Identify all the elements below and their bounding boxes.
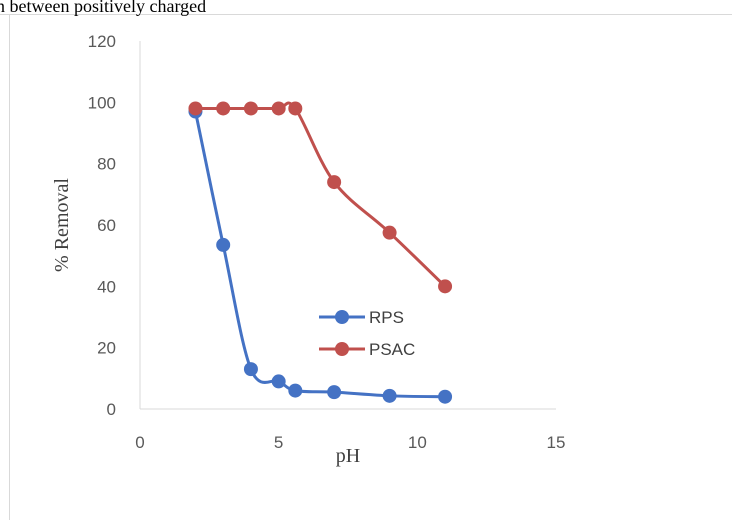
y-tick-labels: 0 20 40 60 80 100 120 bbox=[88, 32, 116, 419]
y-tick-label: 120 bbox=[88, 32, 116, 51]
data-point-psac bbox=[188, 101, 203, 116]
data-point-psac bbox=[327, 175, 342, 190]
data-point-psac bbox=[382, 225, 397, 240]
data-point-rps bbox=[288, 383, 303, 398]
legend: RPS PSAC bbox=[319, 308, 415, 359]
y-tick-label: 20 bbox=[97, 339, 116, 358]
x-tick-label: 15 bbox=[547, 433, 566, 452]
data-point-rps bbox=[327, 385, 342, 400]
data-point-rps bbox=[243, 362, 258, 377]
data-point-psac bbox=[288, 101, 303, 116]
legend-marker-psac bbox=[335, 342, 349, 356]
series-line-psac bbox=[195, 101, 447, 288]
y-tick-label: 40 bbox=[97, 277, 116, 296]
y-tick-label: 100 bbox=[88, 93, 116, 112]
data-point-psac bbox=[216, 101, 231, 116]
data-point-psac bbox=[438, 279, 453, 294]
legend-marker-rps bbox=[335, 310, 349, 324]
y-tick-label: 80 bbox=[97, 155, 116, 174]
x-axis-title: pH bbox=[336, 445, 360, 467]
series-layer bbox=[188, 101, 453, 404]
legend-label-rps: RPS bbox=[369, 308, 404, 327]
data-point-rps bbox=[271, 374, 286, 389]
data-point-rps bbox=[382, 388, 397, 403]
x-tick-label: 10 bbox=[408, 433, 427, 452]
data-point-rps bbox=[216, 237, 231, 252]
y-tick-label: 0 bbox=[107, 400, 116, 419]
legend-label-psac: PSAC bbox=[369, 340, 415, 359]
x-tick-labels: 0 5 10 15 bbox=[135, 433, 565, 452]
x-tick-label: 5 bbox=[274, 433, 283, 452]
x-tick-label: 0 bbox=[135, 433, 144, 452]
y-axis-title: % Removal bbox=[51, 178, 73, 272]
data-point-rps bbox=[438, 389, 453, 404]
y-tick-label: 60 bbox=[97, 216, 116, 235]
data-point-psac bbox=[243, 101, 258, 116]
data-point-psac bbox=[271, 101, 286, 116]
page-text-fragment: n between positively charged bbox=[0, 0, 206, 16]
